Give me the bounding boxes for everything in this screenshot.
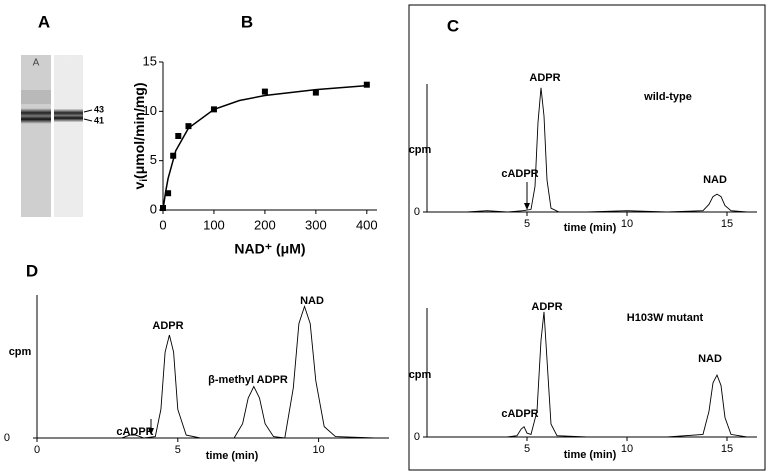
x-tick-label: 300 [305, 217, 327, 232]
x-tick-label: 100 [203, 217, 225, 232]
peak-label: NAD [698, 353, 722, 365]
x-tick-label: 10 [312, 444, 324, 456]
x-axis-label: time (min) [564, 222, 617, 234]
gel-band [54, 109, 83, 122]
data-point [175, 133, 182, 139]
y-tick-label: 0 [414, 431, 420, 443]
x-tick-label: 400 [356, 217, 378, 232]
marker-label: 43 [94, 104, 104, 114]
panel-label: C [447, 16, 459, 35]
y-label-sub: i [139, 179, 150, 182]
x-axis-label: time (min) [206, 450, 259, 462]
data-point [165, 190, 172, 197]
peak-label: cADPR [116, 426, 153, 438]
fit-curve [162, 84, 367, 211]
panel-label: A [38, 12, 50, 31]
peak-label: ADPR [531, 301, 562, 313]
gel-lane [21, 55, 51, 217]
y-tick-label: 0 [414, 206, 420, 218]
y-axis-label: cpm [409, 144, 432, 156]
trace [427, 87, 748, 213]
peak-label: cADPR [501, 408, 538, 420]
peak-label: NAD [703, 174, 727, 186]
panel-label: B [241, 12, 253, 31]
data-point [312, 89, 319, 96]
y-label-part: (μmol/min/mg) [131, 82, 147, 178]
x-axis-label: NAD⁺ (μM) [234, 241, 305, 257]
gel: A B 43 41 [21, 55, 104, 217]
x-tick-label: 15 [721, 218, 733, 230]
gel-lane [54, 55, 83, 217]
y-tick-label: 0 [4, 432, 10, 444]
x-tick-label: 15 [721, 443, 733, 455]
y-tick-label: 0 [150, 201, 157, 216]
peak-label: H103W mutant [627, 312, 704, 324]
y-axis-label: cpm [409, 369, 432, 381]
x-tick-label: 10 [621, 218, 633, 230]
y-tick-label: 15 [143, 53, 157, 68]
arrows [148, 182, 530, 435]
y-label-part: v [131, 182, 147, 190]
x-tick-label: 0 [34, 444, 40, 456]
x-tick-label: 200 [254, 217, 276, 232]
x-tick-label: 5 [524, 443, 530, 455]
peak-label: β-methyl ADPR [208, 374, 288, 386]
panel-frame [408, 4, 766, 471]
arrow-head [524, 203, 530, 210]
trace [37, 304, 375, 439]
y-axis-label: cpm [9, 346, 32, 358]
arrow-head [148, 428, 154, 435]
marker-tick [83, 109, 93, 113]
lane-label: B [65, 58, 72, 69]
peak-label: ADPR [529, 72, 560, 84]
lane-label: A [33, 58, 40, 69]
trace [427, 311, 748, 438]
peak-label: cADPR [501, 168, 538, 180]
x-tick-label: 0 [159, 217, 166, 232]
data-point [210, 106, 217, 113]
x-tick-label: 5 [524, 218, 530, 230]
peak-label: wild-type [643, 91, 692, 103]
peak-label: NAD [300, 295, 324, 307]
x-axis-label: time (min) [564, 449, 617, 461]
peak-label: ADPR [152, 320, 183, 332]
x-tick-label: 10 [621, 443, 633, 455]
x-tick-label: 5 [175, 444, 181, 456]
marker-label: 41 [94, 115, 104, 125]
data-point [185, 123, 192, 130]
gel-smear [21, 90, 51, 104]
y-tick-label: 10 [143, 103, 157, 118]
y-axis-label: vi(μmol/min/mg) [131, 82, 150, 189]
data-point [363, 81, 370, 88]
y-tick-label: 5 [150, 152, 157, 167]
marker-tick [83, 118, 93, 122]
panel-label: D [26, 261, 38, 280]
data-point [261, 88, 268, 95]
data-point [170, 152, 177, 159]
data-point [160, 205, 166, 212]
gel-band [21, 108, 51, 124]
